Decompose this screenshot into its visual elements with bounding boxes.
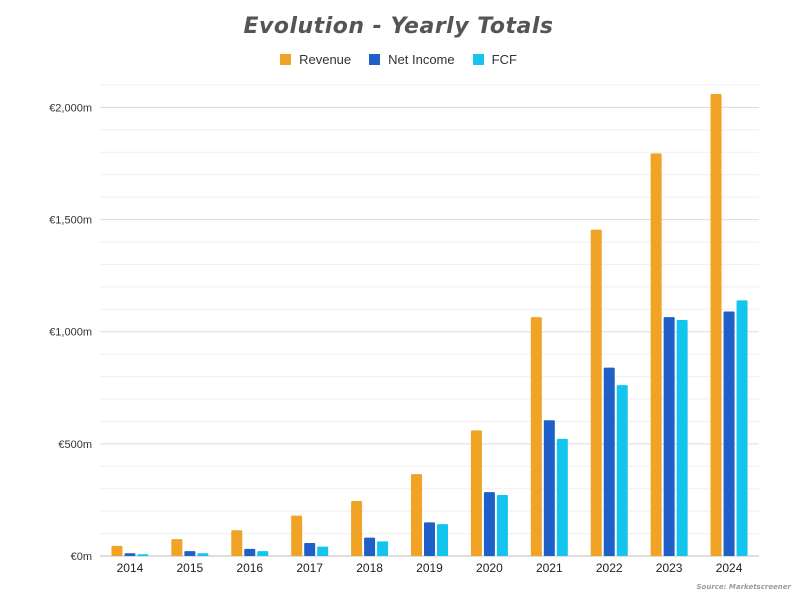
- x-tick-label: 2023: [656, 561, 683, 575]
- y-tick-label: €2,000m: [49, 102, 92, 114]
- bar-fcf-2021: [556, 438, 568, 556]
- legend-item-revenue[interactable]: Revenue: [280, 52, 351, 67]
- bar-revenue-2023: [650, 153, 662, 556]
- bar-fcf-2024: [736, 300, 748, 556]
- x-tick-label: 2020: [476, 561, 503, 575]
- y-tick-label: €1,000m: [49, 327, 92, 339]
- x-tick-label: 2018: [356, 561, 383, 575]
- bar-net-income-2022: [603, 367, 615, 556]
- x-tick-label: 2015: [177, 561, 204, 575]
- bar-revenue-2015: [171, 539, 183, 556]
- bar-net-income-2016: [244, 548, 256, 556]
- bar-revenue-2018: [351, 501, 363, 556]
- source-credit: Source: Marketscreener: [696, 583, 791, 591]
- bar-fcf-2020: [496, 494, 508, 556]
- bar-net-income-2018: [364, 537, 376, 556]
- bar-fcf-2015: [197, 553, 209, 556]
- bar-net-income-2019: [424, 522, 435, 556]
- bar-fcf-2014: [137, 554, 149, 556]
- legend: Revenue Net Income FCF: [0, 52, 797, 67]
- x-tick-label: 2017: [296, 561, 323, 575]
- bar-net-income-2023: [663, 317, 675, 556]
- x-tick-label: 2014: [117, 561, 144, 575]
- bar-net-income-2017: [304, 542, 316, 556]
- bar-revenue-2017: [291, 515, 303, 556]
- bar-revenue-2016: [231, 530, 243, 556]
- x-tick-label: 2024: [716, 561, 743, 575]
- bar-net-income-2020: [483, 492, 495, 556]
- legend-label-revenue: Revenue: [299, 52, 352, 67]
- bar-fcf-2023: [676, 320, 688, 556]
- legend-label-net-income: Net Income: [388, 52, 455, 67]
- bar-net-income-2014: [124, 553, 136, 556]
- bar-fcf-2017: [317, 546, 329, 556]
- x-tick-label: 2021: [536, 561, 563, 575]
- x-tick-label: 2022: [596, 561, 623, 575]
- legend-swatch-fcf: [472, 54, 484, 65]
- bar-fcf-2018: [377, 541, 389, 556]
- x-tick-label: 2019: [416, 561, 443, 575]
- legend-swatch-net-income: [369, 54, 381, 65]
- legend-swatch-revenue: [280, 54, 292, 65]
- bar-revenue-2022: [590, 229, 602, 556]
- bar-net-income-2015: [184, 551, 196, 556]
- bar-revenue-2020: [470, 430, 482, 556]
- legend-label-fcf: FCF: [491, 52, 517, 67]
- bar-revenue-2024: [710, 93, 722, 556]
- bar-fcf-2022: [616, 385, 628, 556]
- x-tick-label: 2016: [236, 561, 263, 575]
- bar-net-income-2024: [723, 311, 735, 556]
- bar-revenue-2014: [111, 545, 123, 556]
- legend-item-fcf[interactable]: FCF: [472, 52, 517, 67]
- bar-net-income-2021: [543, 420, 555, 556]
- bar-revenue-2021: [530, 317, 542, 556]
- y-tick-label: €1,500m: [49, 215, 92, 227]
- chart-title: Evolution - Yearly Totals: [243, 14, 554, 39]
- bar-fcf-2016: [257, 551, 269, 556]
- bar-revenue-2019: [411, 474, 422, 556]
- bar-fcf-2019: [437, 524, 448, 556]
- legend-item-net-income[interactable]: Net Income: [369, 52, 455, 67]
- y-tick-label: €500m: [58, 439, 92, 451]
- y-tick-label: €0m: [71, 551, 92, 563]
